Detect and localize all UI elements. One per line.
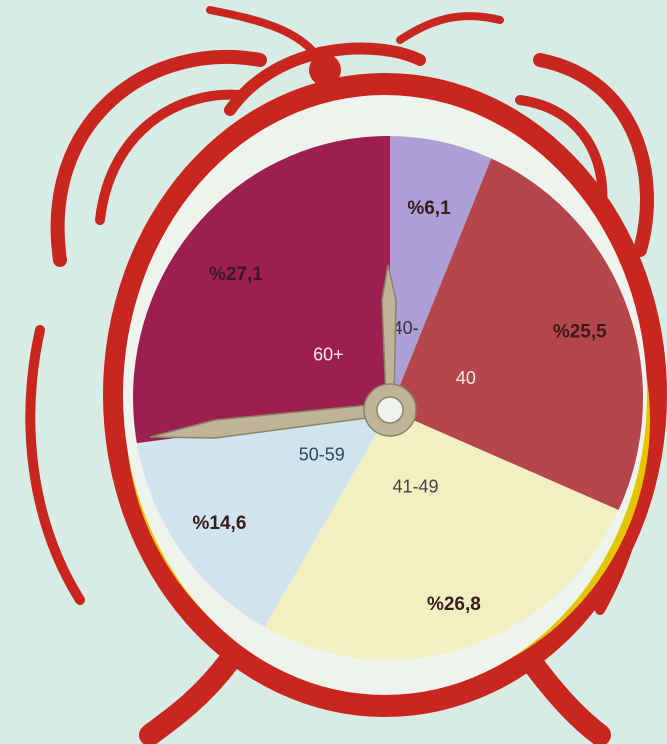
category-label: 40-: [393, 318, 419, 338]
value-label: %26,8: [427, 594, 481, 615]
pie-slice: [219, 410, 643, 660]
category-label: 41-49: [393, 477, 439, 497]
labels: %6,1 40- %25,5 40 %26,8 41-49 %14,6 50-59 %27,1 6…: [193, 198, 608, 615]
value-label: %6,1: [407, 198, 451, 219]
category-label: 60+: [313, 345, 344, 365]
pie-slice: [390, 136, 643, 547]
clock-hands: [149, 264, 417, 439]
value-label: %25,5: [553, 322, 607, 343]
value-label: %27,1: [209, 264, 263, 285]
bell-knob: [309, 54, 341, 86]
category-label: 40: [456, 368, 476, 388]
value-label: %14,6: [193, 513, 247, 534]
category-label: 50-59: [299, 444, 345, 464]
